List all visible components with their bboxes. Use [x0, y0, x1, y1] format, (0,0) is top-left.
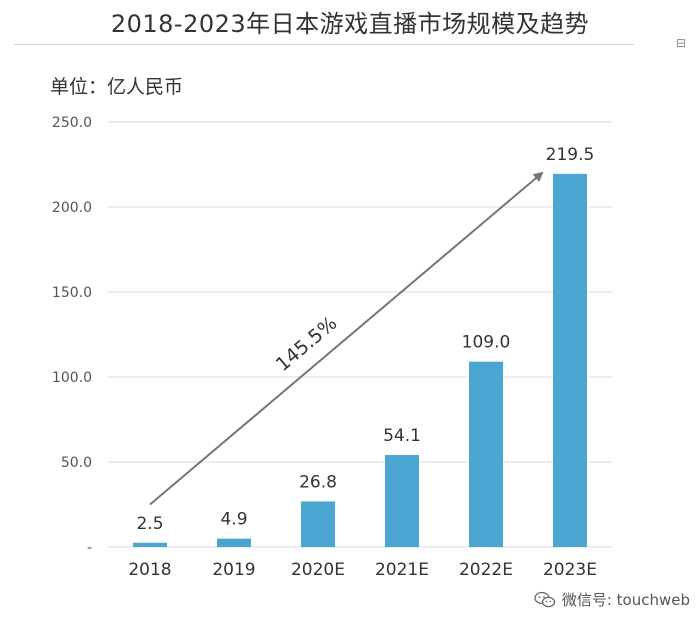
y-tick-label: 200.0	[52, 200, 92, 216]
trend-label: 145.5%	[272, 312, 342, 376]
bar-value-label: 54.1	[383, 426, 421, 446]
x-axis-tick-labels: 2018 2019 2020E 2021E 2022E 2023E	[128, 560, 597, 580]
trend-arrow	[149, 171, 544, 506]
bar	[301, 501, 335, 547]
bar-value-label: 219.5	[546, 145, 595, 165]
bar	[553, 173, 587, 547]
bars	[133, 173, 587, 547]
x-tick-label: 2021E	[375, 560, 429, 580]
x-tick-label: 2023E	[543, 560, 597, 580]
x-tick-label: 2018	[128, 560, 171, 580]
gridlines	[108, 121, 612, 548]
watermark: 微信号: touchweb	[534, 589, 690, 610]
y-tick-label: -	[87, 540, 92, 556]
x-tick-label: 2020E	[291, 560, 345, 580]
bar-value-label: 109.0	[462, 333, 511, 353]
y-tick-label: 150.0	[52, 285, 92, 301]
y-tick-label: 250.0	[52, 115, 92, 131]
bar-value-label: 26.8	[299, 472, 337, 492]
title-divider	[14, 44, 634, 45]
bar	[385, 455, 419, 547]
x-tick-label: 2019	[212, 560, 255, 580]
watermark-text: 微信号: touchweb	[561, 591, 690, 609]
bar	[217, 538, 251, 547]
bar	[469, 361, 503, 547]
bar-value-label: 4.9	[220, 510, 247, 530]
bar	[133, 542, 167, 547]
y-axis-tick-labels: - 50.0 100.0 150.0 200.0 250.0	[52, 115, 92, 556]
value-labels: 2.5 4.9 26.8 54.1 109.0 219.5	[136, 145, 594, 534]
y-tick-label: 100.0	[52, 370, 92, 386]
x-tick-label: 2022E	[459, 560, 513, 580]
chart-title: 2018-2023年日本游戏直播市场规模及趋势	[110, 10, 590, 38]
y-tick-label: 50.0	[61, 455, 92, 471]
unit-label: 单位：亿人民币	[50, 76, 184, 98]
wechat-icon	[534, 591, 555, 607]
bar-value-label: 2.5	[136, 514, 163, 534]
corner-mark: ⊟	[675, 36, 686, 50]
